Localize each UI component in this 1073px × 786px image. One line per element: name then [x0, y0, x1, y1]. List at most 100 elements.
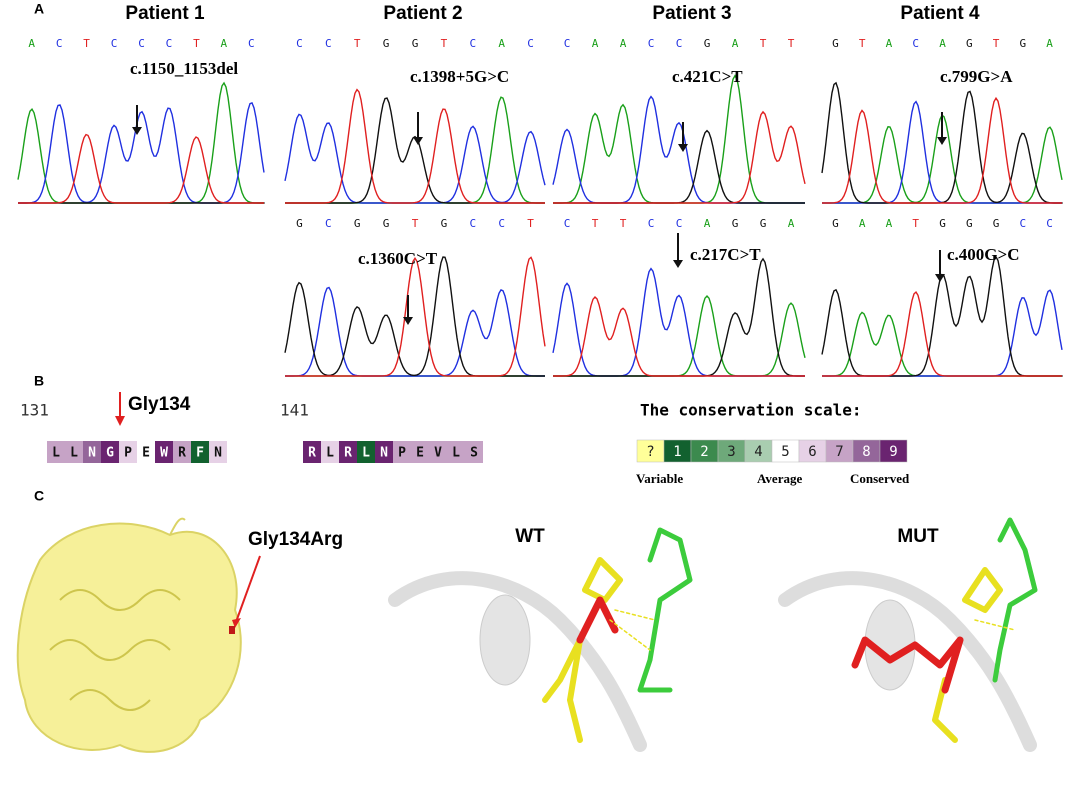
base-call: C: [648, 217, 655, 230]
residue: S: [470, 446, 478, 461]
residue-number: 141: [280, 401, 309, 420]
base-call: C: [676, 217, 683, 230]
trace: [822, 311, 1062, 377]
arrow-head: [115, 416, 125, 426]
residue: P: [398, 446, 406, 461]
base-call: C: [564, 217, 571, 230]
trace: [18, 133, 264, 204]
base-call: C: [469, 37, 476, 50]
trace: [285, 286, 545, 377]
arrow-head: [673, 260, 683, 268]
patient-title: Patient 4: [900, 3, 980, 24]
trace: [285, 97, 545, 204]
base-call: A: [859, 217, 866, 230]
residue-box: [339, 441, 357, 463]
residue: N: [88, 446, 96, 461]
arrow-head: [937, 137, 947, 145]
base-call: G: [412, 37, 419, 50]
base-call: G: [296, 217, 303, 230]
residue: F: [196, 446, 204, 461]
residue: N: [380, 446, 388, 461]
trace: [18, 101, 265, 204]
base-call: C: [469, 217, 476, 230]
base-call: C: [296, 37, 303, 50]
base-call: C: [498, 217, 505, 230]
residue-box: [83, 441, 101, 463]
residue-box: [47, 441, 65, 463]
trace: [285, 256, 546, 377]
base-call: G: [383, 37, 390, 50]
base-call: A: [221, 37, 228, 50]
scale-label: 3: [727, 444, 735, 460]
mutation-label: Gly134Arg: [248, 529, 343, 550]
trace: [822, 291, 1062, 377]
residue: L: [70, 446, 78, 461]
base-call: T: [354, 37, 361, 50]
view-title: WT: [515, 526, 545, 547]
residue-box: [321, 441, 339, 463]
scale-label: 1: [673, 444, 681, 460]
scale-label: 5: [781, 444, 789, 460]
base-call: G: [354, 217, 361, 230]
base-call: A: [886, 37, 893, 50]
trace: [553, 74, 805, 204]
scale-label: 7: [835, 444, 843, 460]
site-label: Gly134: [128, 394, 191, 415]
residue-box: [303, 441, 321, 463]
scale-caption: Variable: [636, 471, 683, 486]
base-call: G: [441, 217, 448, 230]
trace: [822, 96, 1062, 204]
base-call: G: [760, 217, 767, 230]
residue: R: [344, 446, 352, 461]
residue-box: [357, 441, 375, 463]
base-call: C: [648, 37, 655, 50]
mutation-label: c.1360C>T: [358, 249, 438, 268]
arrow-head: [403, 317, 413, 325]
base-call: T: [912, 217, 919, 230]
patient-title: Patient 2: [383, 3, 462, 24]
panel-label: A: [34, 1, 44, 17]
base-call: T: [993, 37, 1000, 50]
trace: [284, 113, 546, 204]
base-call: A: [732, 37, 739, 50]
residue-box: [65, 441, 83, 463]
arrow-head: [678, 144, 688, 152]
base-call: C: [564, 37, 571, 50]
arrow-head: [413, 137, 423, 145]
base-call: T: [412, 217, 419, 230]
base-call: G: [1020, 37, 1027, 50]
panel-label: C: [34, 488, 44, 504]
base-call: A: [1046, 37, 1053, 50]
base-call: C: [325, 217, 332, 230]
residue: E: [142, 446, 150, 461]
residue-box: [411, 441, 429, 463]
mut-structure: [778, 517, 1038, 752]
base-call: G: [704, 37, 711, 50]
panel-label: B: [34, 373, 44, 389]
trace: [285, 96, 545, 204]
base-call: T: [83, 37, 90, 50]
residue: [229, 626, 235, 634]
base-call: C: [248, 37, 255, 50]
residue-box: [209, 441, 227, 463]
trace: [822, 289, 1063, 377]
base-call: C: [138, 37, 145, 50]
scale-label: 4: [754, 444, 762, 460]
wt-structure: [388, 527, 693, 752]
base-call: A: [592, 37, 599, 50]
residue: N: [214, 446, 222, 461]
mutation-label: c.799G>A: [940, 67, 1013, 86]
residue-box: [173, 441, 191, 463]
residue-box: [155, 441, 173, 463]
base-call: G: [939, 217, 946, 230]
base-call: A: [788, 217, 795, 230]
base-call: C: [527, 37, 534, 50]
trace: [552, 267, 805, 377]
trace: [552, 95, 805, 204]
residue-box: [393, 441, 411, 463]
patient-title: Patient 1: [125, 3, 205, 24]
base-call: A: [620, 37, 627, 50]
mutation-label: c.1398+5G>C: [410, 67, 509, 86]
base-call: C: [1020, 217, 1027, 230]
trace: [284, 256, 545, 377]
